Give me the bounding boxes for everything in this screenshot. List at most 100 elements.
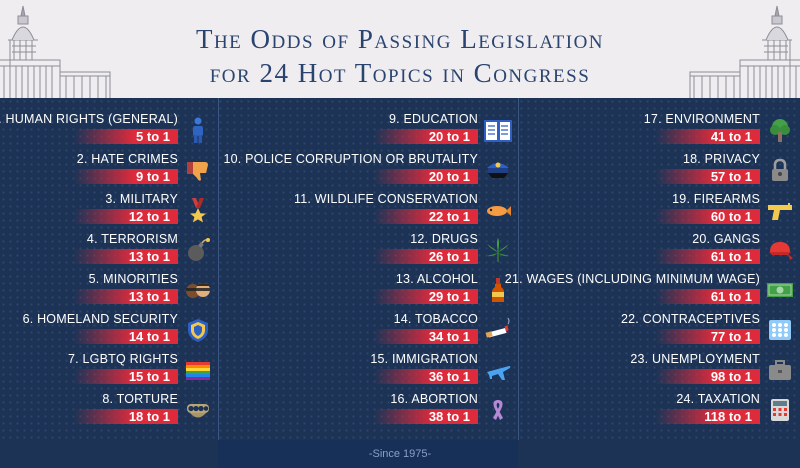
- topic-row: 4. TERRORISM 13 to 1: [0, 218, 218, 264]
- topic-label: 17. ENVIRONMENT: [643, 112, 760, 126]
- odds-value: 60 to 1: [710, 209, 752, 224]
- bandana-icon: [769, 242, 793, 260]
- odds-bar: [374, 249, 478, 264]
- topic-row: 8. TORTURE 18 to 1: [0, 378, 218, 424]
- topic-row: 2. HATE CRIMES 9 to 1: [0, 138, 218, 184]
- topic-label: 18. PRIVACY: [683, 152, 760, 166]
- odds-bar: [74, 249, 178, 264]
- odds-bar: [74, 129, 178, 144]
- topic-row: 16. ABORTION 38 to 1: [218, 378, 518, 424]
- topic-label: 16. ABORTION: [390, 392, 478, 406]
- odds-value: 15 to 1: [128, 369, 170, 384]
- odds-bar: [74, 369, 178, 384]
- topics-column-2: 9. EDUCATION 20 to 1 10. POLICE CORRUPTION…: [218, 98, 518, 440]
- topic-label: 5. MINORITIES: [88, 272, 178, 286]
- odds-value: 9 to 1: [136, 169, 170, 184]
- topic-row: 23. UNEMPLOYMENT 98 to 1: [518, 338, 800, 384]
- topic-label: 6. HOMELAND SECURITY: [22, 312, 178, 326]
- title-line-2: for 24 Hot Topics in Congress: [209, 58, 591, 88]
- capitol-right-icon: [689, 5, 800, 98]
- topic-label: 21. WAGES (INCLUDING MINIMUM WAGE): [504, 272, 760, 286]
- odds-bar: [74, 409, 178, 424]
- odds-value: 20 to 1: [428, 129, 470, 144]
- odds-bar: [374, 169, 478, 184]
- topic-row: 19. FIREARMS 60 to 1: [518, 178, 800, 224]
- odds-bar: [74, 329, 178, 344]
- odds-bar: [656, 409, 760, 424]
- book-icon: [484, 120, 512, 142]
- odds-bar: [656, 209, 760, 224]
- topic-label: 24. TAXATION: [676, 392, 760, 406]
- odds-bar: [374, 129, 478, 144]
- topic-label: 14. TOBACCO: [393, 312, 478, 326]
- person-icon: [193, 117, 203, 143]
- briefcase-icon: [769, 360, 791, 380]
- topic-label: 4. TERRORISM: [86, 232, 178, 246]
- topic-row: 7. LGBTQ RIGHTS 15 to 1: [0, 338, 218, 384]
- footer-band: [218, 440, 518, 468]
- page-title: The Odds of Passing Legislation for 24 H…: [130, 22, 670, 90]
- topic-label: 13. ALCOHOL: [395, 272, 478, 286]
- topic-row: 20. GANGS 61 to 1: [518, 218, 800, 264]
- odds-value: 38 to 1: [428, 409, 470, 424]
- topic-row: 6. HOMELAND SECURITY 14 to 1: [0, 298, 218, 344]
- odds-bar: [74, 209, 178, 224]
- topic-label: 7. LGBTQ RIGHTS: [68, 352, 178, 366]
- topic-row: 3. MILITARY 12 to 1: [0, 178, 218, 224]
- topic-row: 5. MINORITIES 13 to 1: [0, 258, 218, 304]
- title-line-1: The Odds of Passing Legislation: [195, 24, 605, 54]
- money-icon: [767, 283, 793, 297]
- padlock-icon: [772, 158, 788, 181]
- odds-value: 57 to 1: [710, 169, 752, 184]
- topic-row: 15. IMMIGRATION 36 to 1: [218, 338, 518, 384]
- pill-pack-icon: [769, 320, 791, 340]
- odds-bar: [374, 369, 478, 384]
- odds-value: 5 to 1: [136, 129, 170, 144]
- odds-value: 13 to 1: [128, 249, 170, 264]
- odds-value: 34 to 1: [428, 329, 470, 344]
- topic-label: 9. EDUCATION: [389, 112, 478, 126]
- cigarette-icon: [485, 317, 510, 338]
- odds-bar: [374, 209, 478, 224]
- topic-label: 12. DRUGS: [410, 232, 478, 246]
- capitol-left-icon: [0, 5, 111, 98]
- column-divider: [518, 98, 519, 440]
- topic-row: 14. TOBACCO 34 to 1: [218, 298, 518, 344]
- topic-label: 11. WILDLIFE CONSERVATION: [294, 192, 478, 206]
- odds-value: 18 to 1: [128, 409, 170, 424]
- fish-icon: [487, 206, 511, 216]
- odds-bar: [656, 369, 760, 384]
- odds-bar: [656, 129, 760, 144]
- bomb-icon: [188, 238, 210, 261]
- airplane-icon: [487, 366, 511, 380]
- odds-value: 61 to 1: [710, 289, 752, 304]
- topic-row: 24. TAXATION 118 to 1: [518, 378, 800, 424]
- topic-row: 13. ALCOHOL 29 to 1: [218, 258, 518, 304]
- topics-column-3: 17. ENVIRONMENT 41 to 1 18. PRIVACY 57 to 1…: [505, 98, 800, 440]
- odds-value: 118 to 1: [704, 409, 752, 424]
- topic-label: 10. POLICE CORRUPTION OR BRUTALITY: [223, 152, 478, 166]
- topic-label: 1. HUMAN RIGHTS (GENERAL): [0, 112, 178, 126]
- odds-value: 26 to 1: [428, 249, 470, 264]
- topic-label: 20. GANGS: [692, 232, 760, 246]
- odds-bar: [374, 409, 478, 424]
- topic-row: 10. POLICE CORRUPTION OR BRUTALITY 20 to …: [218, 138, 518, 184]
- rainbow-flag-icon: [186, 362, 210, 380]
- faces-icon: [186, 283, 210, 298]
- topic-row: 21. WAGES (INCLUDING MINIMUM WAGE) 61 to …: [505, 258, 800, 304]
- topic-row: 1. HUMAN RIGHTS (GENERAL) 5 to 1: [0, 98, 218, 144]
- topic-label: 8. TORTURE: [102, 392, 178, 406]
- cannabis-leaf-icon: [487, 238, 509, 262]
- odds-value: 22 to 1: [428, 209, 470, 224]
- tree-icon: [770, 119, 790, 142]
- topic-row: 18. PRIVACY 57 to 1: [518, 138, 800, 184]
- odds-bar: [656, 289, 760, 304]
- calculator-icon: [771, 399, 789, 421]
- bottle-icon: [492, 278, 504, 302]
- topic-label: 3. MILITARY: [105, 192, 178, 206]
- odds-bar: [74, 169, 178, 184]
- column-divider: [218, 98, 219, 440]
- shield-badge-icon: [188, 319, 208, 342]
- topic-label: 22. CONTRACEPTIVES: [620, 312, 760, 326]
- odds-bar: [374, 289, 478, 304]
